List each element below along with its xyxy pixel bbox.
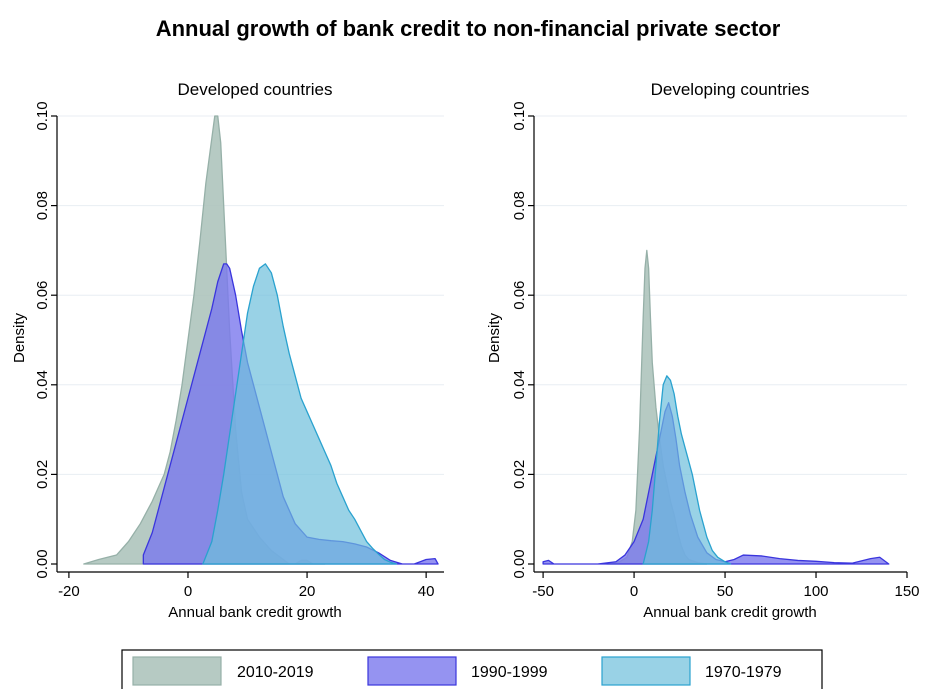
legend-swatch-1970-1979 [601,656,691,686]
y-tick-label-developing-0: 0.00 [511,549,528,578]
y-tick-label-developed-0: 0.00 [34,549,51,578]
y-tick-label-developing-1: 0.02 [511,460,528,489]
legend-swatch-2010-2019 [132,656,222,686]
series-layer-developed [83,115,439,565]
y-axis-label-developing: Density [486,312,503,363]
density-area-developing-1990-1999 [542,402,890,565]
legend-swatch-1990-1999 [367,656,457,686]
y-tick-label-developed-3: 0.06 [34,281,51,310]
y-tick-label-developing-2: 0.04 [511,370,528,399]
panel-developed: Developed countries 0.00 0.02 0.04 0.06 0.08… [11,80,444,621]
legend-label-1990-1999: 1990-1999 [471,664,548,681]
y-tick-label-developed-4: 0.08 [34,191,51,220]
x-tick-label-developing-1: 0 [630,583,638,600]
x-tick-label-developed-3: 40 [418,583,435,600]
x-tick-label-developed-1: 0 [184,583,192,600]
y-tick-label-developing-3: 0.06 [511,281,528,310]
x-tick-label-developed-0: -20 [58,583,80,600]
chart-title: Annual growth of bank credit to non-fina… [156,16,781,41]
y-tick-label-developing-4: 0.08 [511,191,528,220]
series-layer-developing [542,249,890,565]
gridlines-developing [534,115,907,475]
density-area-developing-1970-1979 [642,375,732,565]
panel-title-developed: Developed countries [178,80,333,99]
y-tick-label-developed-2: 0.04 [34,370,51,399]
panel-title-developing: Developing countries [651,80,810,99]
legend-box [121,649,823,689]
legend-label-2010-2019: 2010-2019 [237,664,314,681]
x-tick-label-developed-2: 20 [299,583,316,600]
y-axis-label-developed: Density [11,312,28,363]
legend-label-1970-1979: 1970-1979 [705,664,782,681]
x-tick-label-developing-3: 100 [804,583,829,600]
y-tick-label-developed-5: 0.10 [34,101,51,130]
x-tick-label-developing-0: -50 [532,583,554,600]
x-tick-label-developing-4: 150 [894,583,919,600]
x-tick-label-developing-2: 50 [717,583,734,600]
panel-developing: Developing countries 0.000.020.040.060.0… [486,80,920,621]
y-tick-label-developing-5: 0.10 [511,101,528,130]
x-axis-label-developed: Annual bank credit growth [168,604,341,621]
gridlines-developed [57,115,444,475]
y-tick-label-developed-1: 0.02 [34,460,51,489]
density-area-developed-1970-1979 [202,263,398,565]
legend: 2010-2019 1990-1999 1970-1979 [121,649,823,689]
x-axis-label-developing: Annual bank credit growth [643,604,816,621]
axes-developed: 0.00 0.02 0.04 0.06 0.08 0.10 -20 0 20 40 [34,101,444,600]
axes-developing: 0.00 0.02 0.04 0.06 0.08 0.10 -50 0 50 100 150 [511,101,920,600]
